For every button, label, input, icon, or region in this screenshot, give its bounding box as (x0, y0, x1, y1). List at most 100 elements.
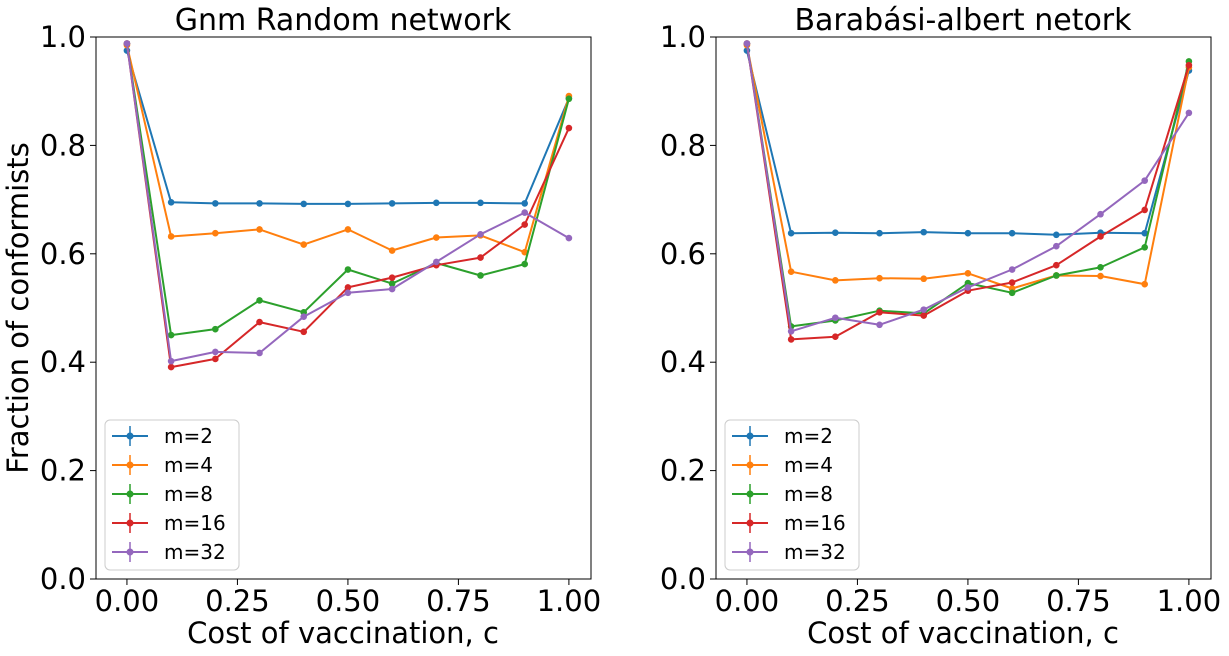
legend-item: m=2 (112, 424, 213, 448)
data-point (256, 226, 263, 233)
axis-ticks: 0.00 0.25 0.50 0.75 1.00 0.0 0.2 0.4 0.6 0.8 1.0 (40, 20, 601, 618)
data-point (477, 199, 484, 207)
data-point (167, 363, 175, 371)
data-point (876, 309, 883, 316)
data-point (477, 254, 484, 261)
legend: m=2 m=4 m=8 m=16 m=32 (724, 419, 860, 571)
data-point (344, 284, 352, 291)
y-tick-label: 0.0 (40, 562, 86, 596)
data-point (1097, 233, 1104, 240)
legend-marker (126, 519, 134, 527)
data-point (388, 285, 396, 293)
legend-marker (746, 490, 754, 498)
data-point (787, 328, 795, 335)
data-point (565, 234, 573, 242)
legend-label: m=2 (784, 424, 833, 448)
data-point (787, 229, 795, 237)
chart-title: Gnm Random network (175, 3, 512, 38)
data-point (1053, 272, 1060, 279)
x-tick-label: 0.75 (426, 584, 491, 618)
data-point (167, 199, 175, 206)
series-m-4 (123, 41, 573, 256)
legend-label: m=16 (164, 511, 226, 535)
data-point (256, 349, 263, 357)
data-point (344, 289, 352, 297)
legend-label: m=4 (164, 453, 213, 477)
legend-item: m=32 (732, 540, 846, 564)
data-point (832, 314, 839, 322)
data-point (388, 247, 396, 254)
data-point (256, 200, 263, 207)
data-point (1185, 61, 1193, 69)
data-point (1185, 109, 1193, 117)
data-point (876, 229, 883, 237)
series-layer (743, 40, 1193, 343)
legend-marker (126, 548, 134, 556)
legend-item: m=4 (732, 453, 833, 477)
legend-marker (746, 519, 754, 527)
y-tick-label: 0.6 (660, 237, 706, 271)
legend-label: m=8 (164, 482, 213, 506)
data-point (1141, 280, 1149, 288)
legend-marker (126, 461, 134, 469)
data-point (388, 200, 396, 207)
x-tick-label: 0.50 (316, 584, 381, 618)
data-point (167, 331, 175, 339)
series-m-8 (123, 40, 573, 339)
legend: m=2 m=4 m=8 m=16 m=32 (104, 419, 240, 571)
x-axis-label: Cost of vaccination, c (807, 616, 1119, 650)
legend-item: m=4 (112, 453, 213, 477)
data-point (300, 313, 308, 320)
y-tick-label: 1.0 (40, 20, 86, 54)
data-point (1141, 206, 1149, 214)
y-axis-label: Fraction of conformists (1, 142, 35, 473)
series-m-2 (123, 47, 573, 208)
data-point (565, 124, 573, 132)
chart-panel-gnm: Gnm Random network 0.00 0.25 0.50 0.75 1.000… (1, 3, 601, 650)
y-tick-label: 0.8 (40, 128, 86, 162)
data-point (212, 229, 219, 237)
series-m-2 (743, 47, 1193, 239)
legend-box (724, 419, 860, 571)
data-point (212, 200, 219, 207)
data-point (964, 270, 972, 277)
data-point (256, 297, 263, 304)
chart-title: Barabási-albert netork (794, 3, 1132, 38)
chart-panel-barabasi: Barabási-albert netork 0.00 0.25 0.50 0.75 1… (660, 3, 1221, 650)
data-point (832, 277, 839, 284)
x-tick-label: 0.00 (95, 584, 160, 618)
data-point (344, 200, 352, 208)
data-point (1097, 264, 1104, 271)
axis-ticks: 0.00 0.25 0.50 0.75 1.00 0.0 0.2 0.4 0.6 0.8 1.0 (660, 20, 1221, 618)
legend-item: m=8 (112, 482, 213, 506)
legend-label: m=4 (784, 453, 833, 477)
data-point (832, 333, 839, 341)
plot-frame (715, 36, 1212, 580)
legend-item: m=8 (732, 482, 833, 506)
data-point (212, 348, 219, 356)
legend-label: m=32 (784, 540, 846, 564)
legend-marker (746, 461, 754, 469)
data-point (876, 274, 883, 282)
data-point (433, 199, 440, 207)
series-line (745, 50, 1190, 236)
data-point (433, 258, 440, 266)
data-point (521, 260, 529, 268)
data-point (1008, 279, 1016, 286)
data-point (964, 229, 972, 237)
data-point (1053, 242, 1060, 250)
legend-box (104, 419, 240, 571)
data-point (1008, 266, 1016, 273)
data-point (876, 321, 883, 329)
data-point (1097, 272, 1104, 280)
series-m-32 (123, 40, 573, 365)
data-point (832, 229, 839, 236)
data-point (1008, 289, 1016, 297)
data-point (920, 275, 928, 283)
legend-marker (746, 432, 754, 440)
data-point (344, 226, 352, 233)
legend-marker (126, 432, 134, 440)
data-point (477, 230, 484, 238)
y-tick-label: 1.0 (660, 20, 706, 54)
